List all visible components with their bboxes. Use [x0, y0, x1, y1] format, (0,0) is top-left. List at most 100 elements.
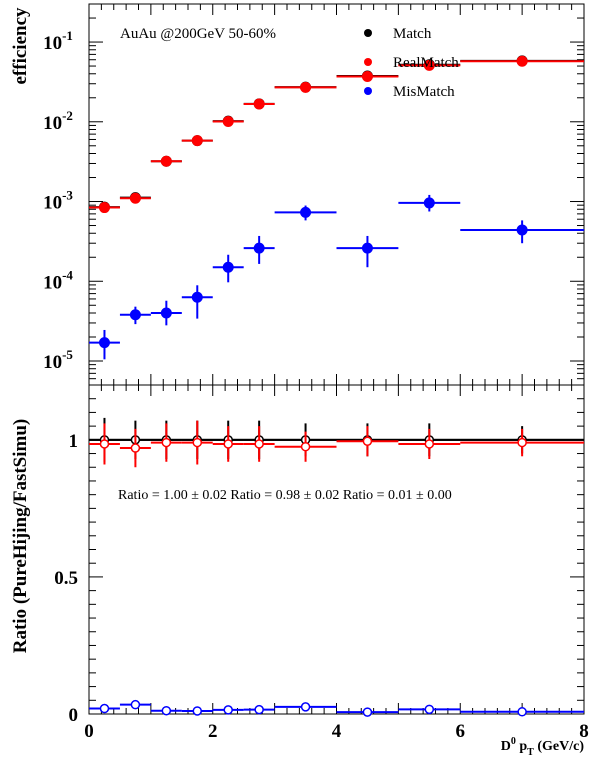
data-point [89, 202, 120, 214]
data-point [398, 59, 461, 71]
legend-label: Match [393, 26, 432, 42]
legend-item: RealMatch [364, 55, 459, 71]
data-point [181, 706, 213, 716]
data-point [460, 55, 584, 67]
data-point [212, 705, 244, 715]
y-tick-label-base: 10 [43, 193, 62, 214]
marker [254, 439, 264, 449]
data-point [460, 707, 584, 717]
y-tick-label: 10-1 [43, 28, 73, 54]
marker [362, 436, 373, 446]
top-y-tick-labels: 10-510-410-310-210-1 [43, 28, 73, 373]
x-axis-label-mid: p [516, 739, 528, 754]
bottom-y-axis-label: Ratio (PureHijing/FastSimu) [10, 419, 31, 654]
legend-item: Match [364, 26, 432, 42]
x-axis-label-main: D [501, 739, 511, 754]
legend: Match RealMatch MisMatch [364, 26, 459, 100]
data-point [274, 431, 337, 462]
marker [223, 705, 233, 715]
marker [300, 81, 312, 93]
marker [160, 155, 172, 167]
data-point [274, 205, 337, 221]
marker [361, 242, 373, 254]
marker [129, 309, 141, 321]
marker [98, 202, 110, 214]
marker [253, 98, 265, 110]
marker [424, 704, 435, 715]
marker [191, 135, 203, 147]
data-point [119, 192, 151, 204]
data-point [212, 115, 244, 127]
marker [517, 707, 527, 717]
y-tick-label: 10-4 [43, 267, 73, 293]
marker [192, 706, 203, 716]
data-point [150, 423, 182, 462]
data-point [181, 285, 213, 319]
x-tick-label: 4 [332, 721, 342, 742]
data-point [398, 194, 461, 212]
data-point [119, 699, 151, 710]
y-tick-label-exponent: -2 [62, 108, 73, 123]
marker [254, 704, 264, 715]
marker [300, 441, 311, 452]
top-y-axis-label: efficiency [10, 7, 31, 85]
data-point [212, 426, 244, 462]
marker [222, 261, 234, 273]
x-axis-label-sub: T [527, 747, 534, 758]
marker [424, 439, 435, 449]
x-axis-label: D0 pT (GeV/c) [501, 736, 585, 758]
marker [130, 699, 141, 710]
data-point [243, 98, 275, 110]
y-tick-label-base: 10 [43, 272, 62, 293]
data-point [274, 81, 337, 93]
data-point [150, 300, 182, 326]
data-point [89, 703, 120, 714]
y-tick-label-base: 10 [43, 352, 62, 373]
marker [130, 443, 141, 453]
data-point [398, 428, 461, 460]
marker [300, 206, 312, 218]
marker [516, 55, 528, 67]
top-panel: 10-510-410-310-210-1 AuAu @200GeV 50-60%… [10, 3, 585, 386]
data-point [150, 155, 182, 167]
marker [362, 707, 373, 717]
data-point [89, 329, 120, 360]
y-tick-label: 0 [69, 705, 79, 726]
x-tick-label: 8 [579, 721, 589, 742]
marker [161, 705, 172, 716]
bottom-series-group [89, 417, 584, 717]
x-tick-labels: 0 2 4 6 8 [84, 721, 589, 742]
y-tick-label-base: 10 [43, 33, 62, 54]
marker [423, 197, 435, 209]
top-tick-marks [88, 4, 585, 385]
y-tick-label-exponent: -3 [62, 188, 73, 203]
marker [99, 703, 110, 714]
top-series-group [89, 55, 584, 360]
x-tick-label: 2 [208, 721, 218, 742]
y-tick-label: 10-5 [43, 347, 73, 373]
series-1 [89, 420, 584, 468]
data-point [274, 702, 337, 712]
ratio-annotation: Ratio = 1.00 ± 0.02 Ratio = 0.98 ± 0.02 … [118, 488, 452, 503]
y-tick-label-exponent: -1 [62, 28, 73, 43]
x-axis-label-sup: 0 [511, 736, 516, 747]
y-tick-label-exponent: -5 [62, 347, 73, 362]
x-tick-label: 0 [84, 721, 94, 742]
marker [223, 439, 233, 449]
top-annotation: AuAu @200GeV 50-60% [120, 26, 276, 42]
marker [192, 437, 203, 448]
data-point [119, 306, 151, 325]
marker [517, 437, 527, 448]
series-2 [89, 699, 584, 717]
y-tick-label-base: 10 [43, 113, 62, 134]
marker [253, 242, 265, 254]
legend-label: RealMatch [393, 55, 459, 71]
marker [222, 115, 234, 127]
y-tick-label: 10-2 [43, 108, 73, 134]
data-point [89, 423, 120, 465]
data-point [336, 707, 399, 717]
y-tick-label: 10-3 [43, 188, 73, 214]
data-point [243, 426, 275, 462]
data-point [243, 235, 275, 264]
y-tick-label-exponent: -4 [62, 267, 73, 282]
